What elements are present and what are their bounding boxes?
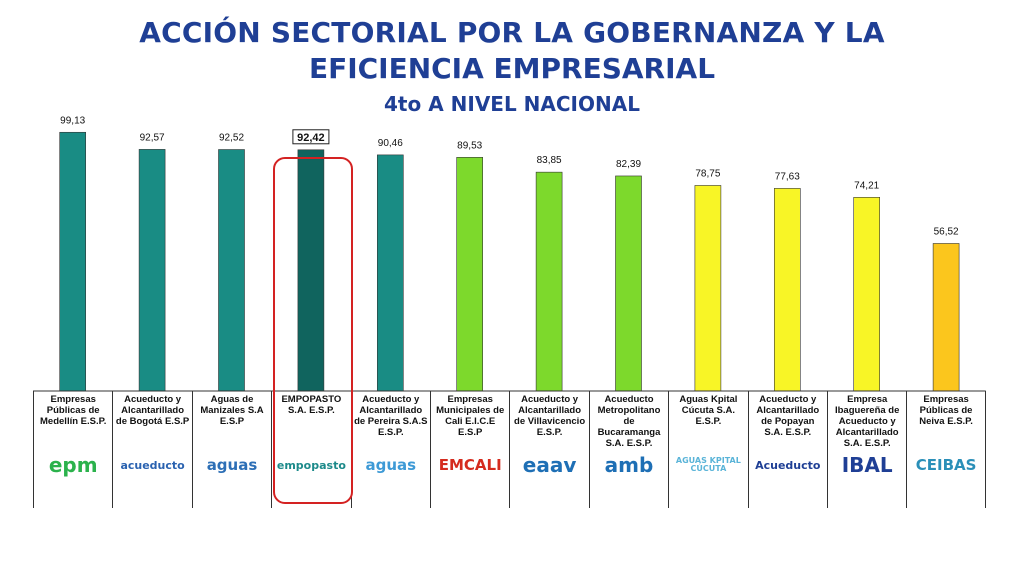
highlight-box-empopasto [273,157,353,504]
value-label-3: 92,42 [297,132,325,144]
eaav-logo: eaav [522,453,577,477]
category-cell-8: Aguas Kpital Cúcuta S.A. E.S.P. AGUAS KPI… [668,391,747,508]
epm-logo: epm [48,453,98,477]
bar-11 [932,243,960,392]
value-label-4: 90,46 [378,138,403,149]
bar-8 [694,185,722,392]
value-label-box [292,129,330,145]
value-label-5: 89,53 [457,140,482,151]
bar-4 [376,154,404,392]
category-cell-9: Acueducto y Alcantarillado de Popayan S.… [747,391,827,508]
chart-title-line2: EFICIENCIA EMPRESARIAL [308,52,716,85]
ceibas-logo: CEIBAS [915,455,977,474]
category-cell-0: Empresas Públicas de Medellín E.S.P. epm [33,391,112,508]
emcali-logo: EMCALI [438,455,502,474]
bar-2 [218,149,245,392]
category-cell-4: Acueducto y Alcantarillado de Pereira S.… [350,391,430,508]
category-label-9: Acueducto y Alcantarillado de Popayan S.… [756,394,820,438]
ibal-logo: IBAL [841,453,893,477]
category-cell-3: EMPOPASTO S.A. E.S.P. empopasto [271,391,350,508]
category-label-1: Acueducto y Alcantarillado de Bogotá E.S… [115,394,190,427]
category-cell-5: Empresas Municipales de Cali E.I.C.E E.S… [430,391,509,508]
category-cell-1: Acueducto y Alcantarillado de Bogotá E.S… [112,391,191,508]
empopasto-logo: empopasto [276,458,346,472]
bar-3 [297,149,325,392]
category-cell-10: Empresa Ibaguereña de Acueducto y Alcant… [827,391,906,508]
amb-logo: amb [604,453,654,477]
value-label-7: 82,39 [616,159,641,170]
aguas-kpital-logo: AGUAS KPITAL CÚCUTA [675,456,741,473]
bar-1 [138,149,166,392]
value-label-9: 77,63 [775,171,800,182]
bar-0 [59,131,87,392]
bar-9 [773,188,801,392]
acueducto-bogota-logo: acueducto [120,458,185,472]
category-cell-7: Acueducto Metropolitano de Bucaramanga S… [588,391,668,508]
category-label-0: Empresas Públicas de Medellín E.S.P. [40,394,107,427]
bar-7 [615,175,642,392]
value-label-2: 92,52 [219,133,244,144]
category-label-6: Acueducto y Alcantarillado de Villavicen… [514,394,586,438]
aguas-pereira-logo: aguas [365,455,417,474]
category-label-3: EMPOPASTO S.A. E.S.P. [281,394,342,416]
bar-10 [853,197,881,392]
value-label-1: 92,57 [140,132,165,143]
category-label-7: Acueducto Metropolitano de Bucaramanga S… [597,394,661,449]
value-label-0: 99,13 [60,115,85,126]
value-label-6: 83,85 [537,155,562,166]
category-label-11: Empresas Públicas de Neiva E.S.P. [919,394,973,427]
bar-6 [535,171,563,392]
aguas-manizales-logo: aguas [206,455,258,474]
value-label-10: 74,21 [854,180,879,191]
category-label-10: Empresa Ibaguereña de Acueducto y Alcant… [834,394,900,449]
category-label-4: Acueducto y Alcantarillado de Pereira S.… [354,394,428,438]
category-cell-2: Aguas de Manizales S.A E.S.P aguas [191,391,271,508]
category-cell-11: Empresas Públicas de Neiva E.S.P. CEIBAS [906,391,986,508]
chart-subtitle: 4to A NIVEL NACIONAL [384,92,640,116]
bar-5 [456,157,484,392]
category-label-8: Aguas Kpital Cúcuta S.A. E.S.P. [679,394,738,427]
chart-title-line1: ACCIÓN SECTORIAL POR LA GOBERNANZA Y LA [139,16,885,49]
acueducto-popayan-logo: Acueducto [755,458,821,472]
category-cell-6: Acueducto y Alcantarillado de Villavicen… [509,391,588,508]
category-label-2: Aguas de Manizales S.A E.S.P [200,394,264,427]
value-label-11: 56,52 [934,226,959,237]
category-label-5: Empresas Municipales de Cali E.I.C.E E.S… [436,394,505,438]
value-label-8: 78,75 [695,168,720,179]
